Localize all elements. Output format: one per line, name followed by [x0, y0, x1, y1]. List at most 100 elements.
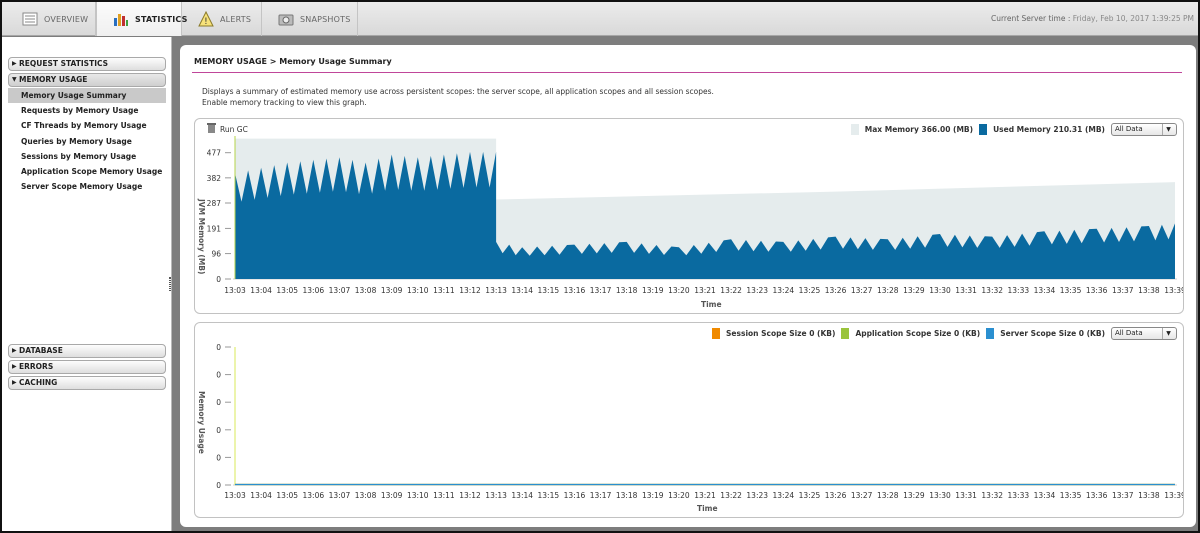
tab-alerts[interactable]: ! ALERTS — [182, 2, 262, 36]
legend-swatch-session-scope — [712, 328, 721, 339]
camera-icon — [278, 11, 294, 27]
scope-memory-chart: Session Scope Size 0 (KB) Application Sc… — [194, 322, 1184, 518]
sidebar-item-memory-usage-summary[interactable]: Memory Usage Summary — [8, 88, 166, 103]
x-tick-label: 13:18 — [616, 491, 638, 500]
tab-snapshots[interactable]: SNAPSHOTS — [262, 2, 358, 36]
x-tick-label: 13:04 — [250, 491, 272, 500]
title-divider — [192, 72, 1182, 73]
x-tick-label: 13:33 — [1008, 286, 1030, 295]
x-tick-label: 13:19 — [642, 491, 664, 500]
tab-snapshots-label: SNAPSHOTS — [300, 14, 351, 24]
server-time: Current Server time : Friday, Feb 10, 20… — [991, 14, 1194, 23]
chart2-range-value: All Data — [1115, 329, 1143, 337]
description-line-1: Displays a summary of estimated memory u… — [202, 87, 714, 96]
x-tick-label: 13:11 — [433, 286, 455, 295]
jvm-memory-chart: Run GC Max Memory 366.00 (MB) Used Memor… — [194, 118, 1184, 314]
x-tick-label: 13:09 — [381, 286, 403, 295]
resize-handle[interactable] — [169, 277, 171, 291]
x-tick-label: 13:38 — [1138, 286, 1160, 295]
x-tick-label: 13:08 — [355, 286, 377, 295]
run-gc-button[interactable]: Run GC — [207, 123, 248, 135]
sidebar-item-application-scope-memory[interactable]: Application Scope Memory Usage — [21, 167, 163, 176]
sidebar-section-memory-usage[interactable]: ▼ MEMORY USAGE — [8, 73, 166, 87]
chart2-range-select[interactable]: All Data ▼ — [1111, 327, 1177, 340]
y-tick-label: 0 — [216, 453, 221, 462]
x-tick-label: 13:26 — [825, 286, 847, 295]
legend-swatch-application-scope — [841, 328, 850, 339]
x-tick-label: 13:13 — [485, 286, 507, 295]
section-label: REQUEST STATISTICS — [19, 59, 109, 68]
sidebar: ▶ REQUEST STATISTICS ▼ MEMORY USAGE Memo… — [2, 37, 172, 531]
section-label: ERRORS — [19, 362, 54, 371]
x-tick-label: 13:23 — [746, 286, 768, 295]
x-tick-label: 13:22 — [720, 286, 742, 295]
x-tick-label: 13:17 — [590, 286, 612, 295]
x-tick-label: 13:23 — [746, 491, 768, 500]
y-tick-label: 477 — [207, 149, 222, 158]
sidebar-item-sessions-by-memory[interactable]: Sessions by Memory Usage — [21, 152, 137, 161]
legend-swatch-used-memory — [979, 124, 988, 135]
x-tick-label: 13:10 — [407, 286, 429, 295]
x-tick-label: 13:13 — [485, 491, 507, 500]
x-tick-label: 13:06 — [303, 491, 325, 500]
y-tick-label: 0 — [216, 343, 221, 352]
section-label: MEMORY USAGE — [19, 75, 88, 84]
sidebar-item-server-scope-memory[interactable]: Server Scope Memory Usage — [21, 182, 143, 191]
chart1-y-axis-title: JVM Memory (MB) — [197, 199, 206, 275]
x-tick-label: 13:34 — [1034, 286, 1056, 295]
trash-icon — [207, 123, 216, 135]
x-tick-label: 13:27 — [851, 491, 873, 500]
main-panel: MEMORY USAGE > Memory Usage Summary Disp… — [180, 45, 1196, 527]
x-tick-label: 13:37 — [1112, 491, 1134, 500]
y-tick-label: 287 — [207, 199, 222, 208]
tab-overview[interactable]: OVERVIEW — [6, 2, 96, 36]
run-gc-label: Run GC — [220, 124, 248, 134]
sidebar-item-cf-threads-by-memory[interactable]: CF Threads by Memory Usage — [21, 121, 147, 130]
sidebar-section-request-statistics[interactable]: ▶ REQUEST STATISTICS — [8, 57, 166, 71]
x-tick-label: 13:18 — [616, 286, 638, 295]
used-memory-area — [235, 151, 1175, 279]
x-tick-label: 13:17 — [590, 491, 612, 500]
y-tick-label: 96 — [211, 250, 221, 259]
x-tick-label: 13:31 — [955, 491, 977, 500]
tab-overview-label: OVERVIEW — [44, 14, 89, 24]
y-tick-label: 191 — [207, 224, 222, 233]
y-tick-label: 0 — [216, 275, 221, 284]
x-tick-label: 13:28 — [877, 491, 899, 500]
x-tick-label: 13:28 — [877, 286, 899, 295]
x-tick-label: 13:25 — [799, 491, 821, 500]
x-tick-label: 13:07 — [329, 286, 351, 295]
tab-statistics-label: STATISTICS — [135, 14, 188, 24]
chart2-y-axis-title: Memory Usage — [197, 391, 206, 454]
x-tick-label: 13:12 — [459, 491, 481, 500]
x-tick-label: 13:04 — [250, 286, 272, 295]
x-tick-label: 13:10 — [407, 491, 429, 500]
x-tick-label: 13:33 — [1008, 491, 1030, 500]
y-tick-label: 0 — [216, 481, 221, 490]
section-label: DATABASE — [19, 346, 63, 355]
sidebar-section-errors[interactable]: ▶ ERRORS — [8, 360, 166, 374]
x-tick-label: 13:14 — [511, 286, 533, 295]
x-tick-label: 13:29 — [903, 491, 925, 500]
x-tick-label: 13:06 — [303, 286, 325, 295]
tab-statistics[interactable]: STATISTICS — [96, 2, 187, 36]
y-tick-label: 0 — [216, 398, 221, 407]
x-tick-label: 13:14 — [511, 491, 533, 500]
server-time-label: Current Server time : — [990, 14, 1071, 23]
sidebar-section-database[interactable]: ▶ DATABASE — [8, 344, 166, 358]
x-tick-label: 13:15 — [538, 286, 560, 295]
y-tick-label: 382 — [207, 174, 222, 183]
sidebar-item-requests-by-memory[interactable]: Requests by Memory Usage — [21, 106, 139, 115]
chevron-right-icon: ▶ — [12, 347, 17, 354]
chart1-range-select[interactable]: All Data ▼ — [1111, 123, 1177, 136]
x-tick-label: 13:22 — [720, 491, 742, 500]
sidebar-section-caching[interactable]: ▶ CACHING — [8, 376, 166, 390]
chart2-plot: 13:03 13:04 13:05 13:06 13:07 13:08 13:09 13:10… — [216, 343, 1183, 500]
chart1-legend: Max Memory 366.00 (MB) Used Memory 210.3… — [850, 123, 1177, 136]
x-tick-label: 13:20 — [668, 286, 690, 295]
x-tick-label: 13:21 — [694, 491, 716, 500]
x-tick-label: 13:08 — [355, 491, 377, 500]
legend-server-scope: Server Scope Size 0 (KB) — [1000, 329, 1105, 338]
sidebar-item-queries-by-memory[interactable]: Queries by Memory Usage — [21, 137, 132, 146]
warning-icon: ! — [198, 10, 214, 27]
